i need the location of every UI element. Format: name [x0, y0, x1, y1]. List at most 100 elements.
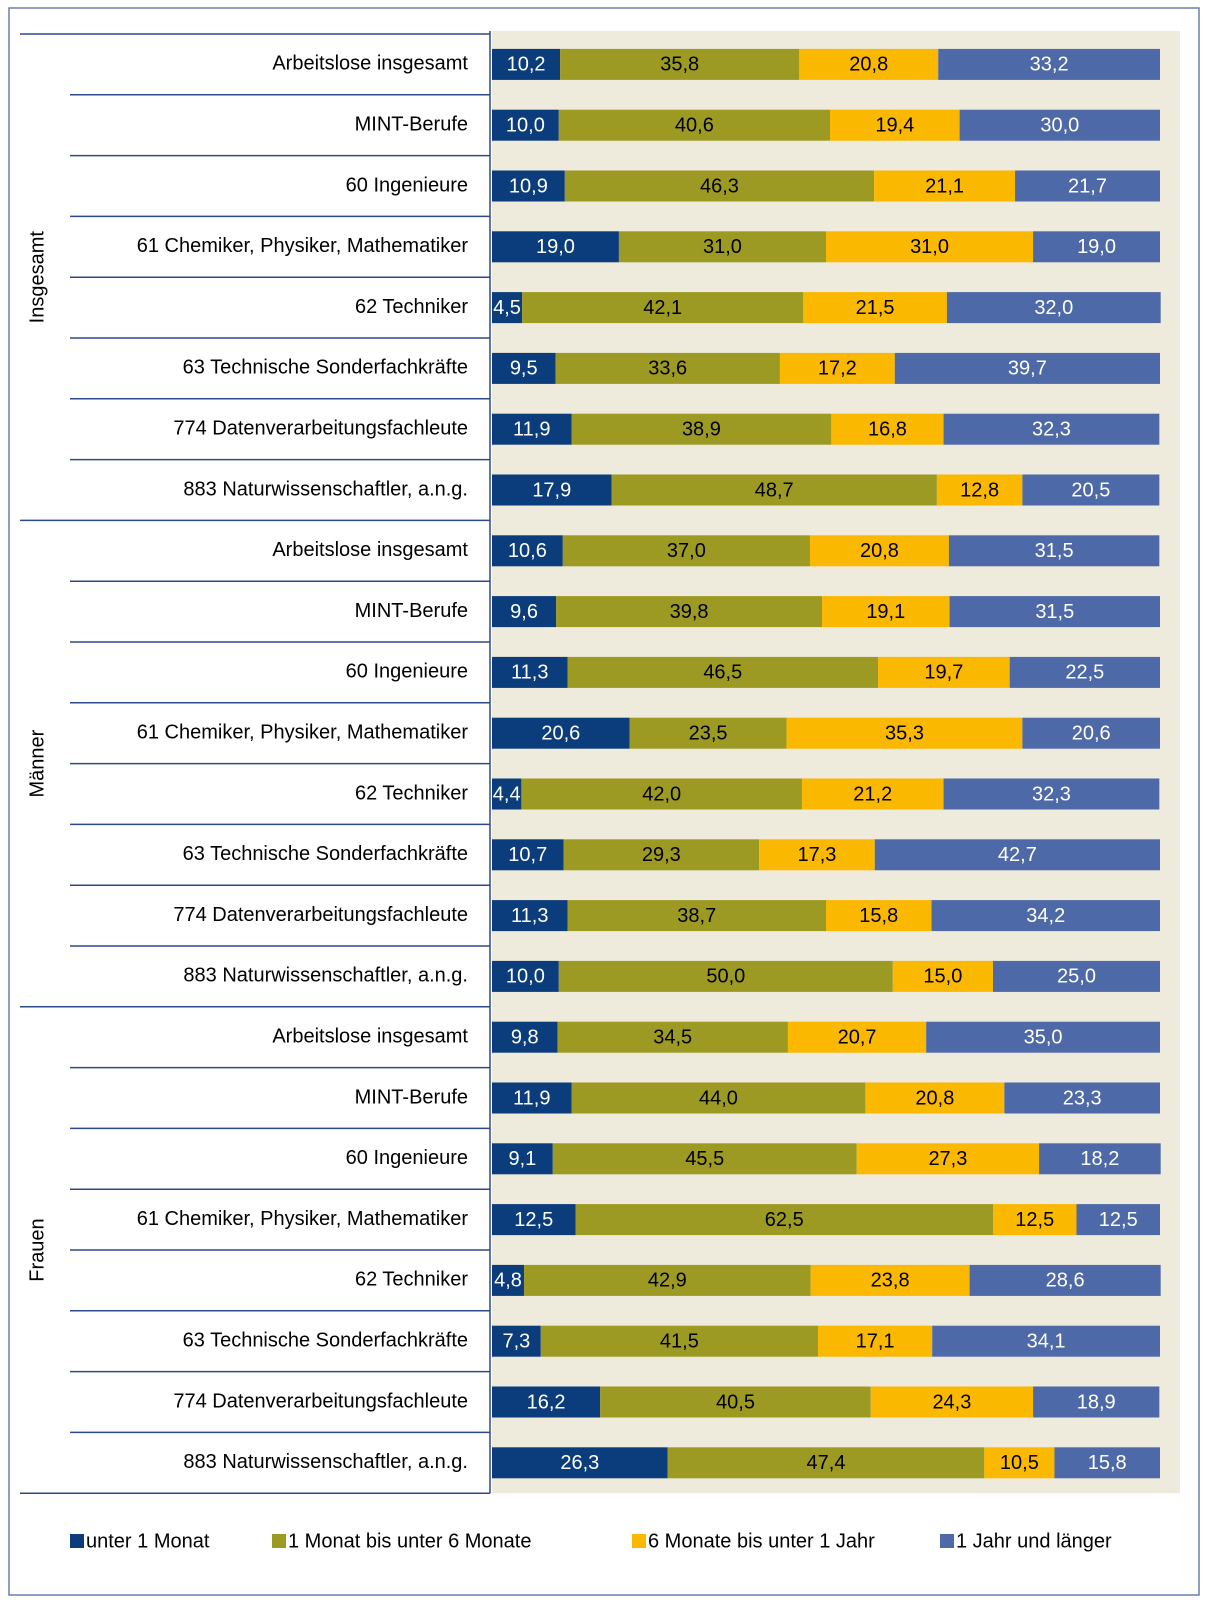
bar-segment: [571, 413, 832, 445]
bar-segment: [611, 474, 937, 506]
bar-segment: [524, 1264, 811, 1296]
value-label: 23,8: [871, 1270, 910, 1292]
bar-segment: [618, 231, 826, 263]
bar-segment: [821, 596, 950, 628]
bar-segment: [558, 109, 831, 141]
legend-label: 1 Jahr und länger: [956, 1530, 1112, 1552]
bar-segment: [936, 474, 1023, 506]
value-label: 17,3: [798, 844, 837, 866]
value-label: 32,0: [1034, 297, 1073, 319]
value-label: 20,8: [915, 1087, 954, 1109]
value-label: 39,8: [670, 601, 709, 623]
value-label: 12,8: [960, 479, 999, 501]
bar-segment: [943, 778, 1160, 810]
category-label: 60 Ingenieure: [346, 1147, 468, 1169]
value-label: 10,7: [508, 844, 547, 866]
value-label: 31,0: [703, 236, 742, 258]
value-label: 42,1: [643, 297, 682, 319]
bar-segment: [492, 474, 612, 506]
bar-segment: [826, 900, 932, 932]
value-label: 27,3: [928, 1148, 967, 1170]
bar-segment: [892, 960, 993, 992]
value-label: 10,0: [506, 114, 545, 136]
value-label: 42,9: [648, 1270, 687, 1292]
bar-segment: [562, 535, 810, 567]
bar-segment: [810, 1264, 970, 1296]
bar-segment: [567, 656, 879, 688]
bar-segment: [567, 900, 826, 932]
bar-segment: [949, 596, 1160, 628]
bar-segment: [787, 1021, 927, 1053]
category-label: 883 Naturwissenschaftler, a.n.g.: [183, 1451, 468, 1473]
value-label: 31,5: [1035, 601, 1074, 623]
value-label: 28,6: [1046, 1270, 1085, 1292]
value-label: 38,9: [682, 418, 721, 440]
bar-segment: [492, 48, 561, 80]
category-label: 883 Naturwissenschaftler, a.n.g.: [183, 478, 468, 500]
bar-segment: [1033, 231, 1160, 263]
value-label: 35,8: [660, 54, 699, 76]
value-label: 44,0: [699, 1087, 738, 1109]
legend-swatch: [70, 1534, 84, 1548]
bar-segment: [492, 231, 619, 263]
bar-segment: [926, 1021, 1160, 1053]
value-label: 37,0: [667, 540, 706, 562]
value-label: 62,5: [765, 1209, 804, 1231]
value-label: 10,9: [509, 175, 548, 197]
bar-segment: [492, 1325, 541, 1357]
value-label: 10,5: [1000, 1452, 1039, 1474]
value-label: 32,3: [1032, 783, 1071, 805]
value-label: 9,1: [508, 1148, 536, 1170]
bar-segment: [492, 352, 556, 384]
plot-background: [492, 31, 1180, 1494]
value-label: 47,4: [807, 1452, 846, 1474]
value-label: 23,3: [1063, 1087, 1102, 1109]
bar-segment: [948, 535, 1160, 567]
bar-segment: [1015, 170, 1160, 202]
bar-segment: [600, 1386, 871, 1418]
category-label: 63 Technische Sonderfachkräfte: [183, 843, 468, 865]
value-label: 4,8: [494, 1270, 522, 1292]
value-label: 11,3: [511, 905, 548, 927]
value-label: 24,3: [932, 1391, 971, 1413]
bar-segment: [492, 109, 559, 141]
value-label: 21,5: [856, 297, 895, 319]
bar-segment: [759, 839, 875, 871]
category-label: 63 Technische Sonderfachkräfte: [183, 357, 468, 379]
bar-segment: [1054, 1447, 1160, 1479]
bar-segment: [865, 1082, 1005, 1114]
category-label: MINT-Berufe: [355, 600, 468, 622]
value-label: 19,0: [1077, 236, 1116, 258]
category-label: 774 Datenverarbeitungsfachleute: [173, 904, 468, 926]
value-label: 19,1: [866, 601, 905, 623]
bar-segment: [799, 48, 939, 80]
value-label: 15,8: [859, 905, 898, 927]
category-label: MINT-Berufe: [355, 113, 468, 135]
category-label: 60 Ingenieure: [346, 661, 468, 683]
bar-segment: [521, 778, 802, 810]
bar-segment: [1076, 1204, 1160, 1236]
bar-segment: [492, 1082, 572, 1114]
value-label: 15,0: [923, 966, 962, 988]
bar-segment: [560, 48, 800, 80]
value-label: 18,2: [1080, 1148, 1119, 1170]
category-label: 63 Technische Sonderfachkräfte: [183, 1329, 468, 1351]
bar-segment: [932, 1325, 1160, 1357]
bar-segment: [874, 170, 1016, 202]
value-label: 32,3: [1032, 418, 1071, 440]
bar-segment: [492, 656, 568, 688]
bar-segment: [803, 292, 947, 324]
value-label: 18,9: [1077, 1391, 1116, 1413]
value-label: 34,2: [1026, 905, 1065, 927]
value-label: 17,2: [818, 358, 857, 380]
value-label: 11,9: [513, 1087, 550, 1109]
legend-label: 1 Monat bis unter 6 Monate: [288, 1530, 531, 1552]
legend-swatch: [632, 1534, 646, 1548]
group-label: Frauen: [26, 1218, 48, 1281]
bar-segment: [575, 1204, 993, 1236]
bar-segment: [830, 109, 960, 141]
bar-segment: [492, 1204, 576, 1236]
bar-segment: [492, 292, 523, 324]
